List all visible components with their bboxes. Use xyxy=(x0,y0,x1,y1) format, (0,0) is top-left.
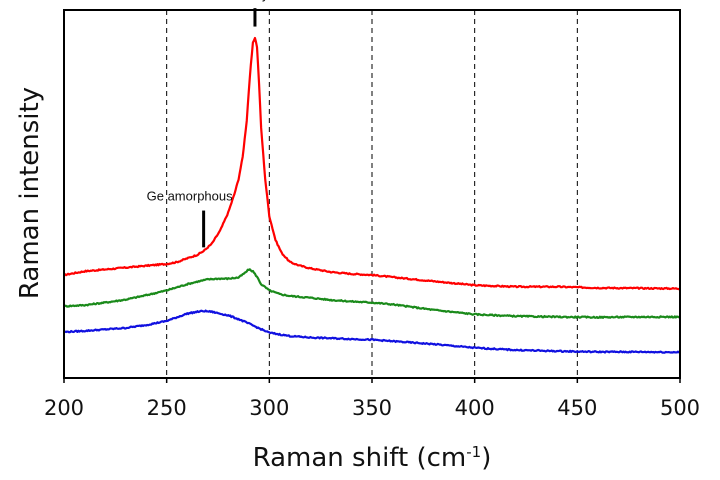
x-axis-label-close: ) xyxy=(481,443,491,473)
series-group xyxy=(63,36,681,354)
x-tick-label-350: 350 xyxy=(352,396,392,420)
x-tick-label-200: 200 xyxy=(44,396,84,420)
x-axis-label-sup: -1 xyxy=(466,443,481,461)
series-line-3 xyxy=(63,309,681,354)
series-line-1 xyxy=(63,36,681,291)
annotation-label-ge-crystal: Ge Crystal xyxy=(227,0,289,2)
annotation-label-ge-amorphous: Ge amorphous xyxy=(147,189,233,204)
x-tick-label-400: 400 xyxy=(455,396,495,420)
x-axis-label: Raman shift (cm-1) xyxy=(253,443,492,473)
x-tick-label-450: 450 xyxy=(557,396,597,420)
x-axis-label-main: Raman shift (cm xyxy=(253,443,467,473)
x-ticks: 200 250 300 350 400 450 500 xyxy=(44,378,700,420)
x-tick-label-500: 500 xyxy=(660,396,700,420)
x-tick-label-300: 300 xyxy=(249,396,289,420)
annotations: Ge Crystal Ge amorphous xyxy=(147,0,289,248)
series-line-2 xyxy=(63,268,681,319)
x-tick-label-250: 250 xyxy=(147,396,187,420)
y-axis-label: Raman intensity xyxy=(15,87,45,299)
